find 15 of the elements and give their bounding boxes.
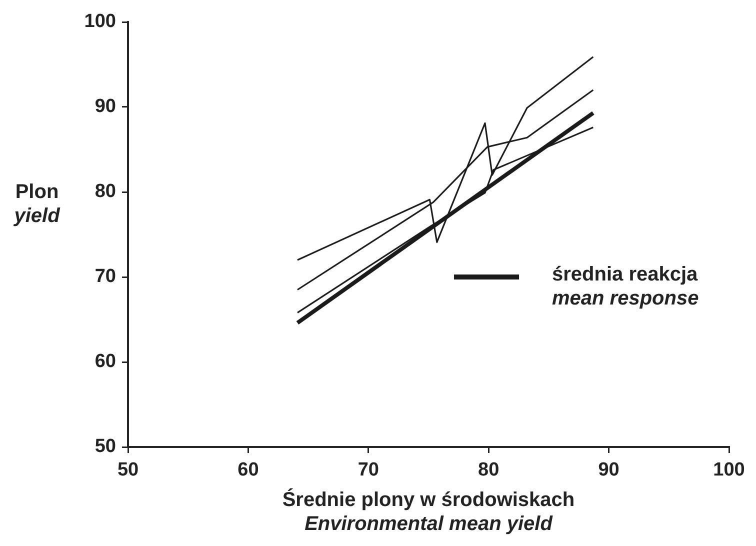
- x-tick-label: 50: [117, 460, 139, 481]
- x-tick-label: 90: [598, 460, 620, 481]
- x-tick-label: 80: [478, 460, 500, 481]
- x-tick-label: 60: [238, 460, 259, 481]
- x-tick-label: 70: [358, 460, 379, 481]
- y-tick-label: 100: [84, 11, 116, 32]
- y-tick-label: 70: [94, 266, 116, 288]
- y-tick-label: 90: [94, 96, 116, 118]
- legend-label: średnia reakcja mean response: [552, 264, 699, 310]
- y-axis-title: Plon yield: [12, 180, 62, 228]
- x-tick-label: 100: [713, 460, 745, 481]
- y-tick-label: 60: [94, 351, 116, 372]
- x-axis-title: Średnie plony w środowiskach Environmental mean yield: [281, 488, 576, 536]
- y-tick-label: 80: [94, 181, 116, 202]
- y-tick-label: 50: [94, 436, 116, 458]
